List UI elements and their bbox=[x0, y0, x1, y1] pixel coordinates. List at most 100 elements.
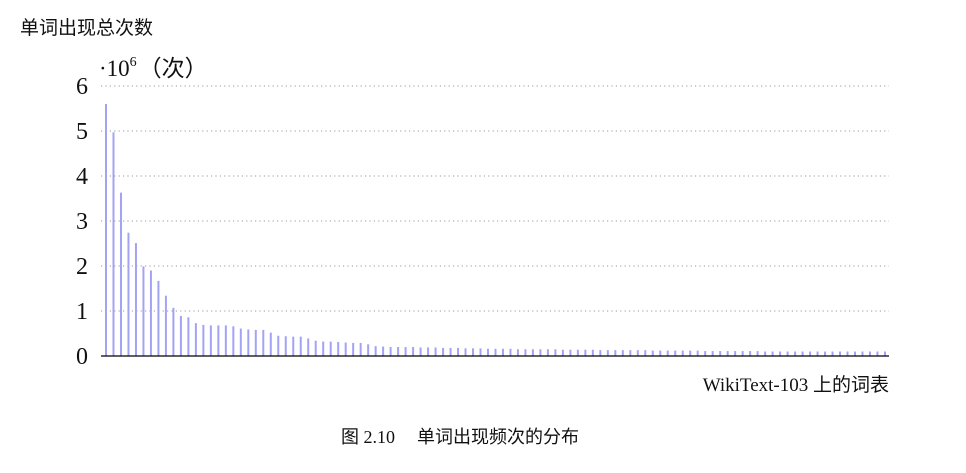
bar bbox=[846, 351, 849, 356]
bar bbox=[397, 347, 400, 356]
bar bbox=[629, 350, 632, 356]
bar bbox=[359, 342, 362, 356]
bar bbox=[501, 348, 504, 356]
bar bbox=[269, 332, 272, 356]
bar bbox=[352, 342, 355, 356]
bar bbox=[719, 351, 722, 356]
bar bbox=[636, 350, 639, 356]
bar bbox=[741, 351, 744, 356]
bar bbox=[674, 350, 677, 356]
figure-caption-text: 单词出现频次的分布 bbox=[417, 427, 579, 447]
bar bbox=[726, 351, 729, 356]
bar bbox=[479, 348, 482, 356]
bar bbox=[427, 347, 430, 356]
figure-caption-label: 图 2.10 bbox=[341, 427, 395, 447]
bar bbox=[561, 349, 564, 356]
bar bbox=[232, 326, 235, 356]
bar bbox=[854, 351, 856, 356]
bar bbox=[329, 341, 332, 356]
bar bbox=[681, 350, 684, 356]
bar bbox=[794, 351, 797, 356]
bar bbox=[419, 347, 422, 356]
bar bbox=[457, 347, 460, 356]
bar bbox=[172, 307, 175, 356]
bar bbox=[157, 280, 160, 356]
y-tick-label: 5 bbox=[76, 119, 88, 145]
y-axis-unit-suffix: （次） bbox=[139, 56, 208, 81]
bar bbox=[322, 341, 325, 356]
bar bbox=[127, 232, 130, 356]
figure-caption: 图 2.10 单词出现频次的分布 bbox=[341, 427, 579, 447]
bar bbox=[442, 347, 445, 356]
bar bbox=[576, 349, 579, 356]
bar bbox=[621, 350, 624, 356]
bar bbox=[134, 243, 137, 356]
bar bbox=[434, 347, 437, 356]
bar bbox=[112, 132, 115, 356]
bar bbox=[689, 350, 692, 356]
y-axis-unit-base: ·10 bbox=[99, 56, 130, 81]
bar bbox=[539, 349, 542, 356]
bar bbox=[486, 348, 489, 356]
grid-lines bbox=[101, 85, 889, 312]
bar bbox=[494, 348, 497, 356]
bar bbox=[546, 349, 549, 356]
bar bbox=[666, 350, 669, 356]
bar bbox=[209, 325, 212, 356]
y-tick-label: 6 bbox=[76, 74, 88, 100]
bar bbox=[254, 329, 257, 356]
bar bbox=[262, 329, 265, 356]
bar bbox=[584, 349, 587, 356]
bar bbox=[614, 350, 617, 356]
bar bbox=[659, 350, 662, 356]
bar bbox=[179, 315, 182, 356]
bar bbox=[314, 340, 317, 356]
y-axis-title: 单词出现总次数 bbox=[20, 17, 153, 39]
bar bbox=[756, 351, 759, 356]
bar bbox=[299, 336, 302, 356]
y-axis-unit: ·106（次） bbox=[99, 55, 208, 81]
y-tick-label: 2 bbox=[76, 254, 88, 280]
bar bbox=[307, 338, 310, 356]
bar bbox=[344, 342, 347, 356]
bar bbox=[779, 351, 782, 356]
bar bbox=[374, 346, 377, 356]
bar bbox=[876, 351, 879, 356]
bar bbox=[569, 349, 572, 356]
bar bbox=[524, 349, 527, 356]
bar bbox=[883, 351, 886, 356]
bar bbox=[809, 351, 812, 356]
bar bbox=[801, 351, 804, 356]
bar bbox=[749, 351, 752, 356]
bar bbox=[696, 350, 699, 356]
bar bbox=[516, 349, 519, 356]
bar bbox=[382, 346, 385, 356]
bar bbox=[202, 324, 205, 356]
bar bbox=[217, 325, 220, 356]
bar bbox=[412, 347, 415, 356]
bar bbox=[389, 347, 392, 356]
bar bbox=[531, 349, 534, 356]
bar bbox=[464, 348, 467, 356]
bar bbox=[824, 351, 827, 356]
x-axis-title: WikiText-103 上的词表 bbox=[703, 374, 889, 396]
bar bbox=[449, 347, 452, 356]
y-tick-labels: 0 1 2 3 4 5 6 bbox=[76, 74, 88, 370]
bar bbox=[149, 270, 152, 356]
bar bbox=[591, 349, 594, 356]
bar bbox=[816, 351, 819, 356]
bar bbox=[284, 336, 287, 356]
bar bbox=[831, 351, 834, 356]
bar bbox=[651, 350, 654, 356]
bar bbox=[194, 323, 197, 356]
bar bbox=[599, 350, 602, 356]
bar bbox=[734, 351, 737, 356]
bar bbox=[292, 336, 295, 356]
bar-series bbox=[105, 104, 886, 356]
bar bbox=[472, 348, 475, 356]
bar bbox=[704, 351, 707, 356]
bar bbox=[644, 350, 647, 356]
bar bbox=[142, 266, 145, 356]
bar bbox=[239, 328, 242, 356]
